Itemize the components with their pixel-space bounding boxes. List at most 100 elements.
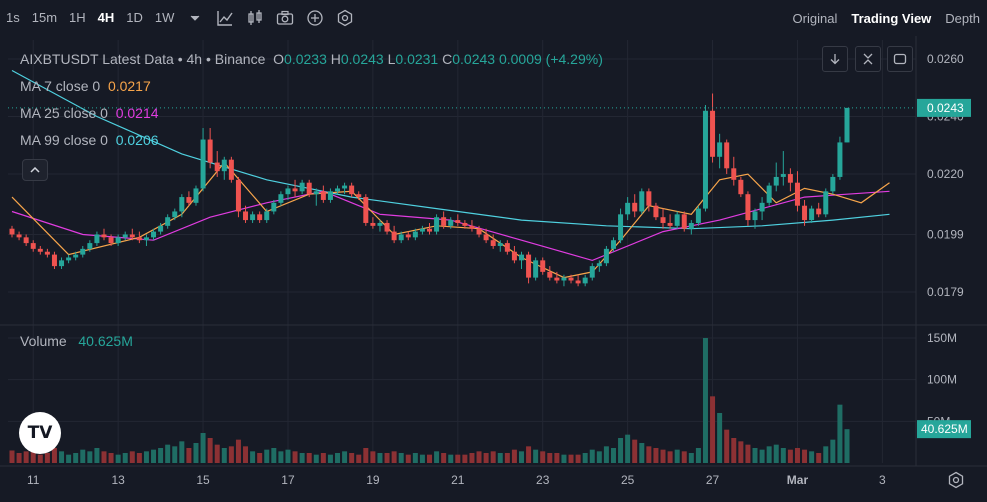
volume-bar bbox=[511, 449, 517, 463]
volume-bar bbox=[165, 444, 171, 463]
volume-bar bbox=[568, 454, 574, 463]
volume-bar bbox=[802, 449, 808, 463]
price-chart[interactable]: 0.02600.02400.02200.01990.01790.0243150M… bbox=[0, 36, 987, 502]
arrow-down-icon bbox=[830, 54, 840, 65]
volume-bar bbox=[108, 453, 114, 463]
indicator-chart-icon[interactable] bbox=[210, 0, 240, 36]
add-indicator-icon[interactable] bbox=[300, 0, 330, 36]
candle-body bbox=[639, 191, 645, 212]
chart-settings-button[interactable] bbox=[944, 468, 968, 492]
volume-bar bbox=[143, 451, 149, 463]
volume-bar bbox=[37, 454, 43, 463]
tradingview-logo[interactable]: TV bbox=[19, 412, 61, 454]
volume-bar bbox=[837, 404, 843, 463]
timeframe-1h[interactable]: 1H bbox=[69, 10, 86, 25]
camera-icon[interactable] bbox=[270, 0, 300, 36]
candle-body bbox=[306, 182, 312, 195]
timeframe-dropdown-icon[interactable] bbox=[180, 0, 210, 36]
candle-body bbox=[363, 197, 369, 223]
candle-body bbox=[370, 222, 376, 226]
volume-bar bbox=[214, 444, 220, 463]
volume-bar bbox=[794, 448, 800, 463]
volume-label: Volume bbox=[20, 333, 67, 349]
high-value: 0.0243 bbox=[340, 51, 384, 67]
candle-body bbox=[575, 280, 581, 284]
candle-body bbox=[172, 211, 178, 218]
candle-body bbox=[780, 174, 786, 177]
candle-body bbox=[441, 217, 447, 226]
open-label: O bbox=[273, 51, 285, 67]
candle-body bbox=[724, 142, 730, 169]
candle-body bbox=[603, 248, 609, 264]
volume-bar bbox=[257, 453, 263, 463]
candle-body bbox=[101, 234, 107, 238]
candle-body bbox=[59, 260, 65, 267]
volume-bar bbox=[186, 448, 192, 463]
candle-body bbox=[115, 237, 121, 244]
low-value: 0.0231 bbox=[395, 51, 439, 67]
fullscreen-button[interactable] bbox=[887, 46, 913, 72]
current-volume-badge bbox=[917, 420, 971, 439]
volume-bar bbox=[370, 451, 376, 463]
volume-bar bbox=[342, 451, 348, 463]
candle-body bbox=[448, 220, 454, 226]
volume-bar bbox=[688, 453, 694, 463]
candle-body bbox=[257, 214, 263, 221]
volume-bar bbox=[490, 451, 496, 463]
time-tick-label: 11 bbox=[27, 473, 40, 487]
candle-body bbox=[702, 110, 708, 209]
volume-bar bbox=[667, 451, 673, 463]
volume-bar bbox=[391, 451, 397, 463]
candle-body bbox=[540, 260, 546, 272]
timeframe-1s[interactable]: 1s bbox=[6, 10, 20, 25]
ma7-label: MA 7 close 0 bbox=[20, 78, 101, 94]
candle-body bbox=[405, 234, 411, 238]
candle-body bbox=[327, 191, 333, 200]
volume-bar bbox=[441, 453, 447, 463]
candle-type-icon[interactable] bbox=[240, 0, 270, 36]
price-tick-label: 0.0260 bbox=[927, 52, 964, 66]
candle-body bbox=[158, 225, 164, 232]
ma99-legend[interactable]: MA 99 close 0 0.0206 bbox=[20, 132, 159, 148]
volume-bar bbox=[497, 453, 503, 463]
volume-bar bbox=[738, 441, 744, 463]
volume-bar bbox=[94, 448, 100, 463]
volume-bar bbox=[335, 453, 341, 463]
volume-bar bbox=[419, 454, 425, 463]
volume-tick-label: 150M bbox=[927, 331, 957, 345]
collapse-icon bbox=[863, 53, 873, 65]
low-label: L bbox=[387, 51, 396, 67]
candle-body bbox=[342, 185, 348, 189]
view-original[interactable]: Original bbox=[792, 10, 838, 26]
volume-bar bbox=[16, 453, 22, 463]
candle-body bbox=[717, 142, 723, 157]
ma25-legend[interactable]: MA 25 close 0 0.0214 bbox=[20, 105, 159, 121]
candle-body bbox=[129, 234, 135, 238]
timeframe-15m[interactable]: 15m bbox=[31, 10, 58, 25]
candle-body bbox=[30, 243, 36, 249]
time-tick-label: 23 bbox=[536, 473, 550, 487]
candle-body bbox=[738, 179, 744, 195]
ma99-value: 0.0206 bbox=[115, 132, 159, 148]
volume-bar bbox=[702, 338, 708, 463]
settings-hex-icon[interactable] bbox=[330, 0, 360, 36]
ma25-value: 0.0214 bbox=[115, 105, 159, 121]
timeframe-1w[interactable]: 1W bbox=[154, 10, 175, 25]
timeframe-4h[interactable]: 4H bbox=[97, 10, 115, 25]
current-price-label: 0.0243 bbox=[927, 101, 964, 115]
candle-body bbox=[554, 277, 560, 281]
view-trading-view[interactable]: Trading View bbox=[851, 10, 932, 26]
candle-body bbox=[731, 168, 737, 180]
symbol-legend: AIXBTUSDT Latest Data • 4h • Binance O0.… bbox=[20, 51, 603, 67]
scroll-down-button[interactable] bbox=[822, 46, 848, 72]
timeframe-1d[interactable]: 1D bbox=[126, 10, 143, 25]
candle-body bbox=[377, 222, 383, 226]
candle-body bbox=[667, 222, 673, 226]
collapse-legend-button[interactable] bbox=[22, 159, 48, 181]
view-depth[interactable]: Depth bbox=[945, 10, 980, 26]
candle-body bbox=[278, 194, 284, 203]
ma7-legend[interactable]: MA 7 close 0 0.0217 bbox=[20, 78, 151, 94]
volume-bar bbox=[681, 451, 687, 463]
collapse-button[interactable] bbox=[855, 46, 881, 72]
volume-bar bbox=[207, 438, 213, 463]
